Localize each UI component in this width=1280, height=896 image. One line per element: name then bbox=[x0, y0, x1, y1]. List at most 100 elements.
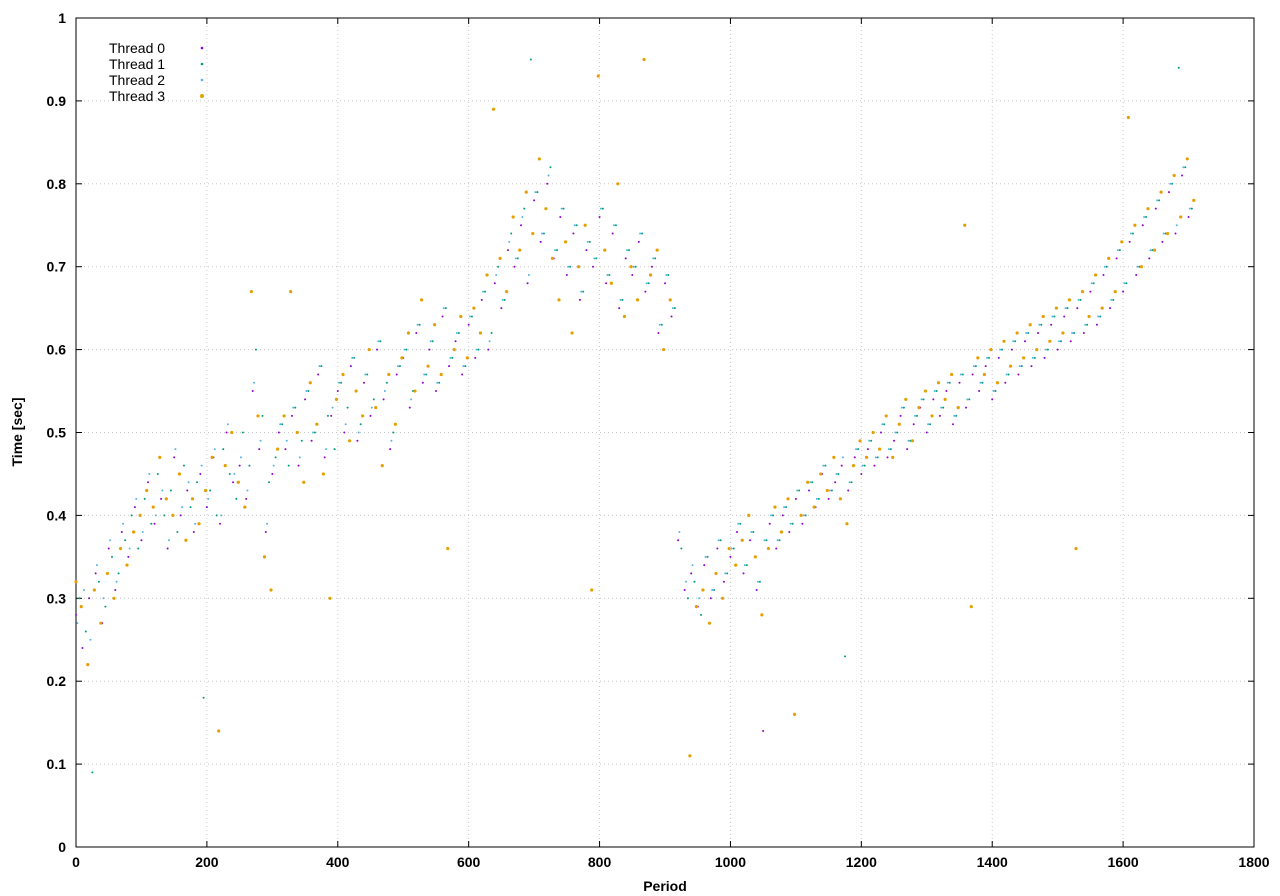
data-point bbox=[1184, 166, 1187, 169]
data-point bbox=[359, 423, 362, 426]
data-point bbox=[734, 563, 738, 567]
data-point bbox=[506, 249, 509, 252]
data-point bbox=[972, 365, 975, 368]
data-point bbox=[320, 365, 323, 368]
data-point bbox=[802, 514, 805, 517]
data-point bbox=[308, 381, 312, 385]
data-point bbox=[213, 448, 216, 451]
data-point bbox=[387, 372, 391, 377]
data-point bbox=[1102, 273, 1105, 276]
data-point bbox=[575, 224, 578, 227]
data-point bbox=[768, 522, 771, 525]
data-point bbox=[230, 430, 234, 435]
data-point bbox=[514, 257, 517, 260]
data-point bbox=[847, 489, 850, 492]
data-point bbox=[796, 489, 799, 492]
data-point bbox=[239, 456, 242, 459]
data-point bbox=[406, 331, 411, 335]
data-point bbox=[498, 256, 502, 261]
data-point bbox=[338, 381, 341, 384]
data-point bbox=[86, 663, 90, 667]
data-point bbox=[268, 481, 271, 484]
data-point bbox=[740, 538, 744, 542]
data-point bbox=[251, 390, 254, 393]
data-point bbox=[1185, 157, 1189, 161]
data-point bbox=[580, 290, 583, 293]
y-axis-title: Time [sec] bbox=[9, 398, 25, 467]
data-point bbox=[650, 265, 653, 268]
data-point bbox=[503, 298, 506, 301]
data-point bbox=[999, 348, 1002, 351]
data-point bbox=[364, 373, 367, 376]
data-point bbox=[749, 539, 752, 542]
data-point bbox=[634, 265, 637, 268]
data-point bbox=[900, 406, 903, 409]
data-point bbox=[1181, 174, 1184, 177]
data-point bbox=[115, 580, 118, 583]
data-point bbox=[110, 555, 113, 558]
data-point bbox=[961, 373, 964, 376]
data-point bbox=[477, 348, 480, 351]
data-point bbox=[488, 340, 491, 343]
data-point bbox=[1014, 340, 1017, 343]
data-point bbox=[864, 455, 869, 459]
data-point bbox=[664, 282, 666, 285]
data-point bbox=[785, 506, 788, 509]
data-point bbox=[454, 340, 457, 343]
data-point bbox=[628, 249, 631, 252]
data-point bbox=[468, 315, 471, 318]
data-point bbox=[324, 448, 327, 451]
data-point bbox=[799, 513, 803, 518]
data-point bbox=[1040, 323, 1043, 326]
data-point bbox=[730, 547, 733, 550]
data-point bbox=[824, 464, 827, 467]
data-point bbox=[673, 307, 676, 310]
data-point bbox=[1172, 173, 1176, 178]
data-point bbox=[354, 389, 358, 393]
data-point bbox=[513, 265, 516, 268]
data-point bbox=[171, 513, 175, 518]
x-tick-label: 1600 bbox=[1108, 854, 1139, 870]
data-point bbox=[1059, 340, 1062, 343]
data-point bbox=[1038, 323, 1041, 326]
data-point bbox=[390, 439, 393, 442]
data-point bbox=[1071, 332, 1074, 335]
data-point bbox=[881, 423, 884, 426]
data-point bbox=[176, 530, 179, 533]
data-point bbox=[1066, 307, 1069, 310]
data-point bbox=[1182, 166, 1185, 169]
data-point bbox=[984, 365, 987, 368]
data-point bbox=[1123, 282, 1126, 285]
data-point bbox=[161, 489, 164, 492]
data-point bbox=[1023, 340, 1026, 343]
data-point bbox=[166, 547, 169, 550]
data-point bbox=[156, 472, 159, 475]
data-point bbox=[367, 348, 371, 352]
data-point bbox=[1115, 257, 1118, 260]
data-point bbox=[668, 298, 672, 302]
data-point bbox=[1001, 348, 1004, 351]
data-point bbox=[588, 240, 591, 243]
data-point bbox=[804, 514, 807, 517]
data-point bbox=[726, 572, 729, 575]
data-point bbox=[855, 448, 858, 451]
data-point bbox=[379, 340, 382, 343]
data-point bbox=[546, 182, 549, 185]
data-point bbox=[181, 506, 184, 509]
data-point bbox=[982, 372, 986, 377]
data-point bbox=[570, 331, 574, 335]
data-point bbox=[501, 298, 504, 301]
data-point bbox=[592, 265, 595, 268]
data-point bbox=[383, 390, 386, 393]
data-point bbox=[948, 381, 951, 384]
data-point bbox=[1084, 323, 1087, 326]
data-point bbox=[89, 638, 92, 641]
data-point bbox=[1079, 298, 1082, 301]
data-point bbox=[1031, 356, 1034, 359]
data-point bbox=[662, 348, 666, 352]
data-point bbox=[169, 489, 172, 492]
data-point bbox=[223, 464, 227, 468]
data-point bbox=[1035, 348, 1039, 352]
data-point bbox=[720, 596, 725, 600]
data-point bbox=[79, 604, 83, 609]
